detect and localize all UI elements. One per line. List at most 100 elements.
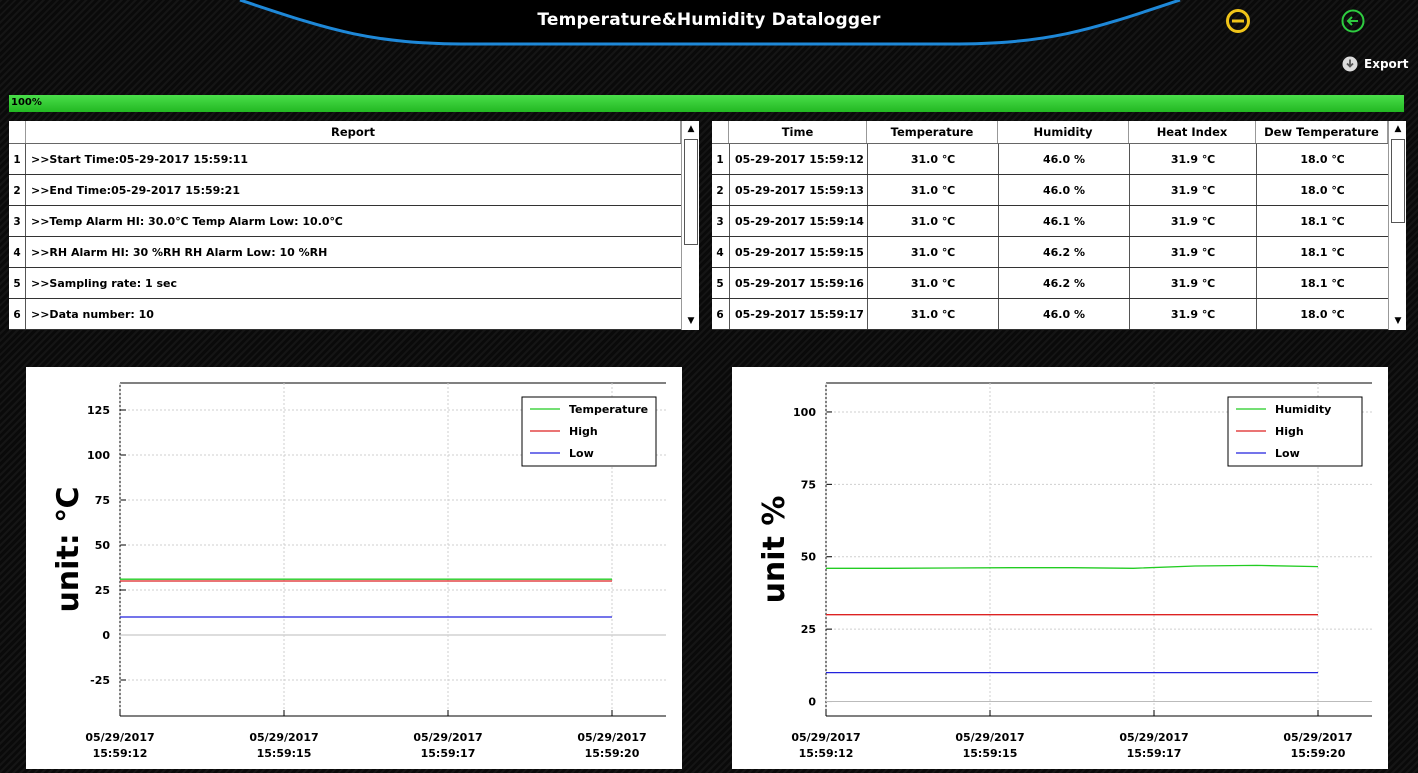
table-row[interactable]: 4 05-29-2017 15:59:15 31.0 ℃ 46.2 % 31.9 ℃ 18…	[712, 237, 1388, 268]
cell-humidity: 46.0 %	[998, 175, 1129, 205]
y-tick-label: 75	[95, 494, 110, 507]
cell-humidity: 46.2 %	[998, 268, 1129, 298]
app-title: Temperature&Humidity Datalogger	[537, 10, 881, 30]
x-tick-label-date: 05/29/2017	[249, 731, 318, 744]
y-tick-label: 100	[87, 449, 110, 462]
back-button[interactable]	[1340, 8, 1366, 34]
export-button[interactable]: Export	[1342, 56, 1408, 72]
data-table: Time Temperature Humidity Heat Index Dew…	[712, 121, 1406, 330]
cell-dew-temperature: 18.0 ℃	[1256, 175, 1388, 205]
temperature-chart-svg: -25 0 25 50 75 100 125 05/29/2017 15:59:12 05/29/…	[51, 382, 666, 760]
cell-dew-temperature: 18.0 ℃	[1256, 144, 1388, 174]
cell-heat-index: 31.9 ℃	[1129, 268, 1256, 298]
table-row[interactable]: 2 05-29-2017 15:59:13 31.0 ℃ 46.0 % 31.9 ℃ 18…	[712, 175, 1388, 206]
report-row[interactable]: 4 >>RH Alarm HI: 30 %RH RH Alarm Low: 10 …	[9, 237, 681, 268]
report-row-text: >>Start Time:05-29-2017 15:59:11	[25, 144, 681, 174]
humidity-chart: 0 25 50 75 100 05/29/2017 15:59:12 05/29/2017 15…	[732, 367, 1388, 769]
row-number: 2	[712, 175, 728, 205]
humidity-chart-svg: 0 25 50 75 100 05/29/2017 15:59:12 05/29/2017 15…	[757, 382, 1372, 760]
data-table-header: Time Temperature Humidity Heat Index Dew…	[712, 121, 1388, 144]
cell-time: 05-29-2017 15:59:17	[729, 299, 867, 329]
progress-label: 100%	[11, 97, 42, 108]
x-tick-label-date: 05/29/2017	[1119, 731, 1188, 744]
row-number: 4	[712, 237, 728, 267]
y-tick-label: 125	[87, 404, 110, 417]
temperature-chart: -25 0 25 50 75 100 125 05/29/2017 15:59:12 05/29/…	[26, 367, 682, 769]
y-tick-label: 50	[95, 539, 111, 552]
row-number: 5	[9, 268, 25, 298]
column-header-heat-index: Heat Index	[1129, 121, 1256, 143]
report-row-text: >>Data number: 10	[25, 299, 681, 329]
x-tick-label-date: 05/29/2017	[85, 731, 154, 744]
y-tick-label: 50	[801, 551, 817, 564]
row-number: 1	[9, 144, 25, 174]
report-column-header: Report	[26, 121, 681, 143]
y-tick-label: 25	[95, 584, 110, 597]
data-scrollbar[interactable]: ▲ ▼	[1388, 121, 1406, 330]
x-tick-label-time: 15:59:17	[421, 747, 476, 760]
row-number: 5	[712, 268, 728, 298]
corner-cell	[9, 121, 26, 143]
cell-time: 05-29-2017 15:59:14	[729, 206, 867, 236]
scroll-up-icon[interactable]: ▲	[687, 124, 695, 134]
legend-label: High	[569, 425, 598, 438]
cell-dew-temperature: 18.1 ℃	[1256, 237, 1388, 267]
minimize-button[interactable]	[1225, 8, 1251, 34]
scroll-down-icon[interactable]: ▼	[687, 316, 695, 326]
x-tick-label-time: 15:59:17	[1127, 747, 1182, 760]
legend-label: Low	[569, 447, 594, 460]
table-row[interactable]: 3 05-29-2017 15:59:14 31.0 ℃ 46.1 % 31.9 ℃ 18…	[712, 206, 1388, 237]
x-tick-label-time: 15:59:20	[1291, 747, 1346, 760]
series-line-humidity	[826, 564, 1319, 569]
report-row[interactable]: 5 >>Sampling rate: 1 sec	[9, 268, 681, 299]
x-tick-label-time: 15:59:12	[93, 747, 148, 760]
report-table: Report 1 >>Start Time:05-29-2017 15:59:11…	[9, 121, 699, 330]
column-header-humidity: Humidity	[998, 121, 1129, 143]
x-tick-label-date: 05/29/2017	[413, 731, 482, 744]
column-header-temperature: Temperature	[867, 121, 998, 143]
y-axis-label: unit %	[757, 496, 792, 604]
cell-humidity: 46.0 %	[998, 144, 1129, 174]
row-number: 2	[9, 175, 25, 205]
table-row[interactable]: 5 05-29-2017 15:59:16 31.0 ℃ 46.2 % 31.9 ℃ 18…	[712, 268, 1388, 299]
row-number: 3	[712, 206, 728, 236]
row-number: 4	[9, 237, 25, 267]
export-label: Export	[1364, 57, 1409, 71]
header-decoration	[239, 0, 1181, 46]
y-axis-label: unit: ℃	[51, 486, 86, 612]
report-row-text: >>End Time:05-29-2017 15:59:21	[25, 175, 681, 205]
report-row[interactable]: 6 >>Data number: 10	[9, 299, 681, 330]
report-row[interactable]: 2 >>End Time:05-29-2017 15:59:21	[9, 175, 681, 206]
report-scrollbar[interactable]: ▲ ▼	[681, 121, 699, 330]
table-row[interactable]: 6 05-29-2017 15:59:17 31.0 ℃ 46.0 % 31.9 ℃ 18…	[712, 299, 1388, 330]
report-row[interactable]: 1 >>Start Time:05-29-2017 15:59:11	[9, 144, 681, 175]
cell-time: 05-29-2017 15:59:13	[729, 175, 867, 205]
cell-heat-index: 31.9 ℃	[1129, 237, 1256, 267]
data-scroll-thumb[interactable]	[1391, 139, 1405, 223]
table-row[interactable]: 1 05-29-2017 15:59:12 31.0 ℃ 46.0 % 31.9 ℃ 18…	[712, 144, 1388, 175]
x-tick-label-time: 15:59:12	[799, 747, 854, 760]
cell-time: 05-29-2017 15:59:16	[729, 268, 867, 298]
scroll-up-icon[interactable]: ▲	[1394, 124, 1402, 134]
legend-label: High	[1275, 425, 1304, 438]
legend-label: Low	[1275, 447, 1300, 460]
report-scroll-thumb[interactable]	[684, 139, 698, 245]
progress-fill	[9, 95, 1404, 112]
scroll-down-icon[interactable]: ▼	[1394, 316, 1402, 326]
x-tick-label-time: 15:59:15	[963, 747, 1018, 760]
chart-legend: Humidity High Low	[1227, 396, 1363, 467]
cell-humidity: 46.0 %	[998, 299, 1129, 329]
row-number: 1	[712, 144, 728, 174]
report-row[interactable]: 3 >>Temp Alarm HI: 30.0℃ Temp Alarm Low: …	[9, 206, 681, 237]
download-icon	[1342, 56, 1358, 72]
x-tick-label-date: 05/29/2017	[791, 731, 860, 744]
report-table-header: Report	[9, 121, 681, 144]
back-arrow-icon	[1341, 9, 1365, 33]
cell-heat-index: 31.9 ℃	[1129, 299, 1256, 329]
y-tick-label: 75	[801, 478, 816, 491]
cell-humidity: 46.1 %	[998, 206, 1129, 236]
x-tick-label-time: 15:59:20	[585, 747, 640, 760]
header-bar: Temperature&Humidity Datalogger	[0, 0, 1418, 50]
legend-label: Temperature	[569, 403, 648, 416]
cell-time: 05-29-2017 15:59:12	[729, 144, 867, 174]
